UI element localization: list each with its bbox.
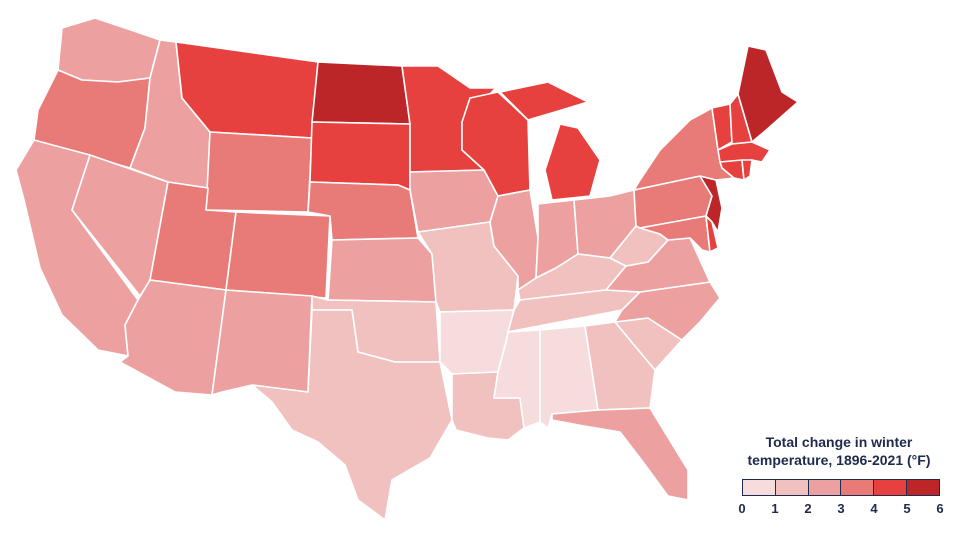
- state-kansas: [327, 237, 437, 303]
- state-new-mexico: [211, 289, 313, 396]
- legend-tick-label: 0: [738, 501, 746, 516]
- legend: Total change in winter temperature, 1896…: [728, 433, 950, 533]
- legend-swatch: [774, 480, 808, 495]
- state-florida: [551, 407, 689, 501]
- legend-swatch: [906, 480, 939, 495]
- state-new-jersey: [699, 175, 723, 233]
- state-texas: [251, 309, 453, 521]
- state-rhode-island: [741, 159, 753, 181]
- legend-tick-label: 2: [804, 501, 812, 516]
- states-layer: [15, 17, 799, 521]
- legend-tick-label: 5: [903, 501, 911, 516]
- state-colorado: [225, 211, 331, 299]
- state-michigan: [499, 81, 601, 201]
- legend-tick-label: 4: [870, 501, 878, 516]
- legend-swatch: [807, 480, 841, 495]
- state-maryland: [639, 215, 711, 253]
- state-wyoming: [205, 131, 313, 213]
- legend-tick-labels: 0 1 2 3 4 5 6: [738, 501, 943, 517]
- state-north-dakota: [311, 61, 411, 125]
- legend-swatch: [840, 480, 874, 495]
- legend-title: Total change in winter temperature, 1896…: [728, 433, 950, 469]
- legend-title-line1: Total change in winter: [765, 434, 913, 450]
- state-washington: [57, 17, 161, 83]
- state-south-dakota: [309, 121, 411, 191]
- legend-swatch: [743, 480, 775, 495]
- legend-tick-label: 3: [837, 501, 845, 516]
- legend-tick-label: 6: [936, 501, 944, 516]
- legend-swatch: [873, 480, 907, 495]
- state-maine: [737, 45, 799, 143]
- legend-color-bar: [742, 479, 940, 496]
- legend-title-line2: temperature, 1896-2021 (°F): [747, 452, 931, 468]
- state-connecticut: [719, 159, 745, 181]
- state-georgia: [584, 321, 656, 411]
- legend-tick-label: 1: [771, 501, 779, 516]
